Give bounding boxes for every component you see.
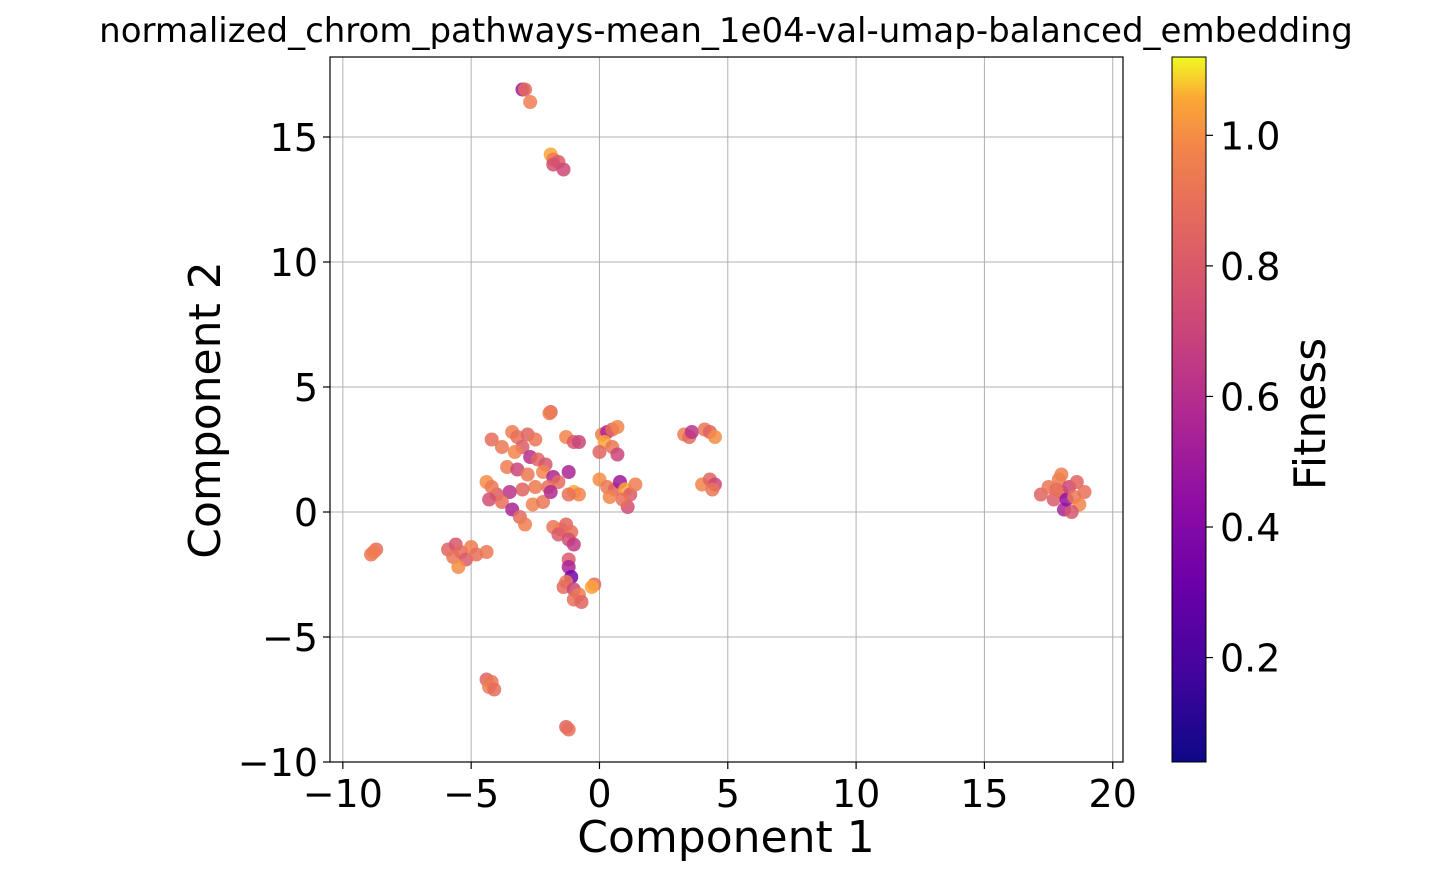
scatter-point	[561, 487, 576, 502]
x-tick-label: 5	[716, 772, 740, 816]
scatter-points	[364, 82, 1092, 737]
scatter-point	[1049, 482, 1064, 497]
y-tick-label: 0	[294, 491, 318, 535]
scatter-point	[571, 487, 586, 502]
y-tick-label: 10	[270, 241, 318, 285]
y-tick-label: 15	[270, 116, 318, 160]
scatter-point	[520, 467, 535, 482]
scatter-point	[561, 722, 576, 737]
scatter-point	[684, 425, 699, 439]
scatter-point	[484, 480, 499, 494]
scatter-point	[523, 95, 538, 109]
y-tick-label: −10	[238, 741, 318, 785]
x-axis-label: Component 1	[577, 812, 874, 863]
scatter-point	[1077, 485, 1092, 499]
scatter-point	[556, 162, 571, 177]
scatter-point	[610, 447, 625, 462]
scatter-point	[542, 406, 557, 421]
scatter-point	[543, 485, 558, 499]
scatter-point	[566, 537, 581, 552]
colorbar-tick-label: 0.4	[1220, 506, 1280, 550]
scatter-point	[482, 492, 497, 507]
scatter-point	[494, 495, 509, 509]
scatter-point	[628, 477, 643, 492]
scatter-point	[707, 430, 722, 444]
scatter-point	[487, 682, 502, 697]
scatter-point	[561, 465, 576, 479]
scatter-point	[1064, 505, 1079, 519]
scatter-point	[528, 432, 543, 447]
scatter-point	[705, 482, 720, 497]
scatter-point	[584, 580, 599, 594]
scatter-point	[536, 495, 551, 509]
colorbar-label: Fitness	[1285, 338, 1336, 490]
scatter-point	[1069, 475, 1084, 489]
plot-area-frame	[329, 56, 1124, 763]
x-tick-label: 15	[960, 772, 1008, 816]
colorbar-tick-label: 0.2	[1220, 637, 1280, 681]
scatter-point	[479, 545, 494, 559]
scatter-point	[528, 480, 543, 494]
colorbar-tick-label: 0.8	[1220, 245, 1280, 289]
chart-title: normalized_chrom_pathways-mean_1e04-val-…	[99, 11, 1353, 51]
x-tick-label: 0	[587, 772, 611, 816]
x-tick-label: 20	[1089, 772, 1137, 816]
colorbar-tick-label: 1.0	[1220, 114, 1280, 158]
x-axis-ticks: −10 −5 0 5 10 15 20	[303, 762, 1137, 816]
scatter-point	[494, 440, 509, 454]
scatter-point	[1054, 467, 1069, 482]
scatter-point	[592, 445, 607, 459]
scatter-point	[502, 485, 517, 499]
y-axis-ticks: −10 −5 0 5 10 15	[238, 116, 330, 785]
colorbar-ticks: 0.2 0.4 0.6 0.8 1.0	[1206, 114, 1280, 681]
scatter-point	[515, 482, 530, 497]
scatter-point	[602, 490, 617, 504]
scatter-point	[518, 517, 533, 532]
scatter-point	[571, 435, 586, 449]
x-tick-label: −10	[303, 772, 383, 816]
scatter-point	[518, 82, 533, 97]
scatter-point	[484, 432, 499, 447]
y-tick-label: 5	[294, 366, 318, 410]
scatter-point	[366, 545, 381, 559]
x-tick-label: −5	[443, 772, 499, 816]
y-tick-label: −5	[262, 616, 318, 660]
x-tick-label: 10	[832, 772, 880, 816]
scatter-point	[610, 420, 625, 434]
scatter-point	[615, 492, 630, 507]
scatter-point	[451, 560, 466, 574]
colorbar	[1171, 56, 1207, 763]
grid	[330, 57, 1123, 763]
scatter-point	[574, 595, 589, 609]
scatter-point	[507, 445, 522, 459]
colorbar-tick-label: 0.6	[1220, 375, 1280, 419]
y-axis-label: Component 2	[180, 261, 231, 558]
